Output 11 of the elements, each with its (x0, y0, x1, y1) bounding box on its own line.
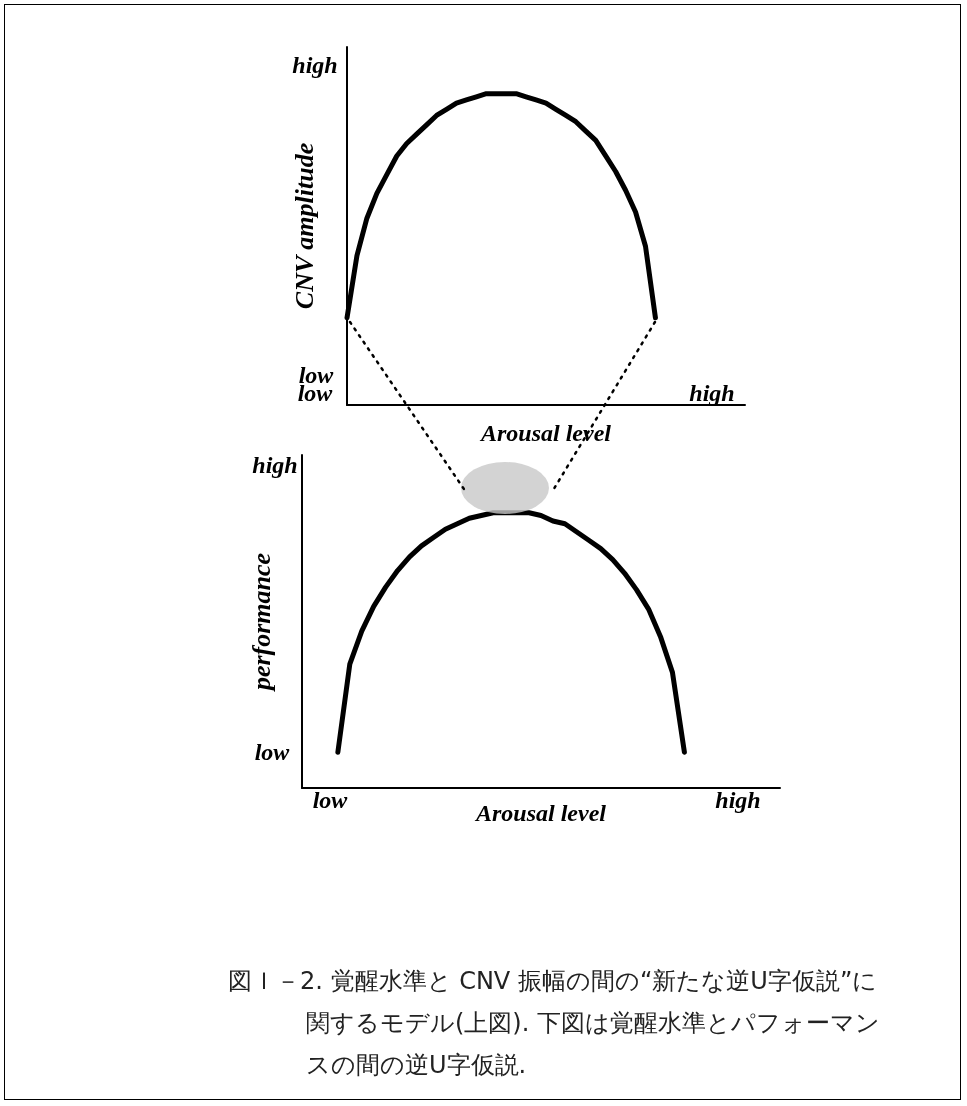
x-axis-title: Arousal level (474, 799, 607, 826)
annotation: high (689, 380, 735, 406)
annotation: high (715, 787, 761, 813)
text: low (254, 739, 290, 765)
text: high (252, 452, 298, 478)
text: high (292, 52, 338, 78)
y-axis-title: CNV amplitude (289, 142, 319, 310)
annotation: low (312, 787, 348, 813)
x-axis-title: Arousal level (479, 420, 612, 446)
text: 図Ｉ－2. 覚醒水準と CNV 振幅の間の“新たな逆U字仮説”に関するモデル(上図). 下図は覚醒水準とパフォーマンスの間の逆U字仮説. (228, 966, 881, 1081)
y-axis-title: performance (246, 552, 276, 693)
